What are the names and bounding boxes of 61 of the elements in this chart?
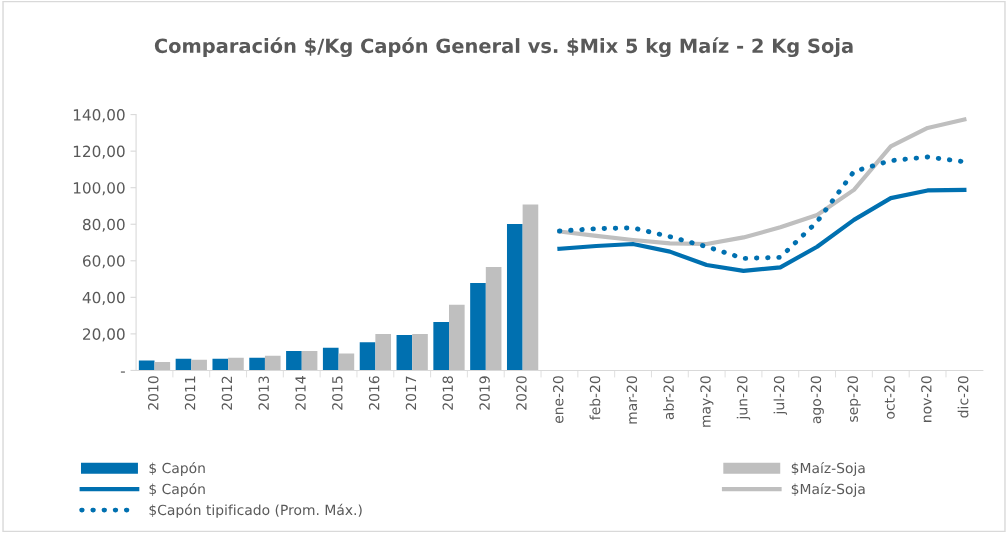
y-tick-label: 80,00 — [82, 218, 125, 232]
bar — [191, 359, 207, 371]
x-tick-label: 2011 — [184, 376, 196, 410]
legend-label: $Maíz-Soja — [791, 461, 865, 476]
bar — [249, 357, 265, 371]
x-tick-label: 2016 — [368, 376, 380, 410]
bar — [212, 358, 229, 371]
bar — [264, 355, 281, 371]
x-tick-label: jun-20 — [736, 376, 751, 420]
x-tick-label: 2010 — [148, 376, 159, 410]
x-tick-label: 2019 — [479, 376, 490, 410]
x-tick-label: 2015 — [332, 376, 343, 410]
y-tick-label: - — [120, 371, 125, 373]
x-tick-label: 2014 — [295, 376, 306, 410]
bar — [396, 334, 413, 371]
x-tick-label: sep-20 — [847, 376, 861, 422]
line-series — [557, 117, 967, 247]
x-tick-label: nov-20 — [921, 376, 932, 422]
bar — [338, 353, 355, 371]
bar — [449, 304, 465, 371]
bar — [138, 360, 155, 371]
bar — [412, 334, 428, 371]
bar — [470, 283, 486, 371]
bar — [175, 358, 192, 371]
y-tick-label: 140,00 — [73, 109, 125, 123]
legend-label: $Capón tipificado (Prom. Máx.) — [149, 503, 362, 518]
y-tick-label: 100,00 — [73, 182, 125, 196]
y-tick-label: 120,00 — [73, 145, 125, 159]
bar — [485, 267, 502, 371]
x-tick-label: 2012 — [221, 376, 233, 410]
chart-title: Comparación $/Kg Capón General vs. $Mix 5 kg Maíz - 2 Kg Soja — [154, 37, 853, 58]
bar — [359, 342, 376, 371]
bar — [433, 322, 449, 371]
x-tick-label: 2020 — [516, 376, 527, 410]
x-tick-label: abr-20 — [663, 376, 674, 420]
bar — [301, 351, 318, 371]
x-tick-label: dic-20 — [957, 376, 969, 418]
bar — [506, 223, 523, 371]
bar — [154, 362, 171, 371]
x-tick-label: feb-20 — [589, 376, 601, 420]
bar — [522, 204, 539, 371]
line-series — [557, 187, 967, 273]
legend-label: $ Capón — [149, 461, 205, 476]
x-tick-label: may-20 — [700, 376, 714, 427]
x-tick-label: oct-20 — [884, 376, 895, 419]
x-tick-label: ene-20 — [552, 376, 564, 424]
bar — [286, 351, 302, 371]
bar — [375, 334, 392, 371]
x-tick-label: mar-20 — [626, 376, 638, 424]
x-tick-label: ago-20 — [810, 376, 824, 424]
x-tick-label: jul-20 — [773, 376, 788, 415]
y-tick-label: 20,00 — [83, 328, 125, 342]
legend-label: $Maíz-Soja — [791, 482, 865, 497]
y-tick-label: 40,00 — [82, 291, 125, 305]
bar — [228, 357, 244, 371]
bar — [322, 347, 339, 371]
x-tick-label: 2017 — [405, 376, 417, 410]
legend-label: $ Capón — [149, 482, 205, 497]
x-tick-label: 2018 — [442, 376, 454, 410]
x-tick-label: 2013 — [258, 376, 269, 410]
y-tick-label: 60,00 — [82, 255, 125, 269]
